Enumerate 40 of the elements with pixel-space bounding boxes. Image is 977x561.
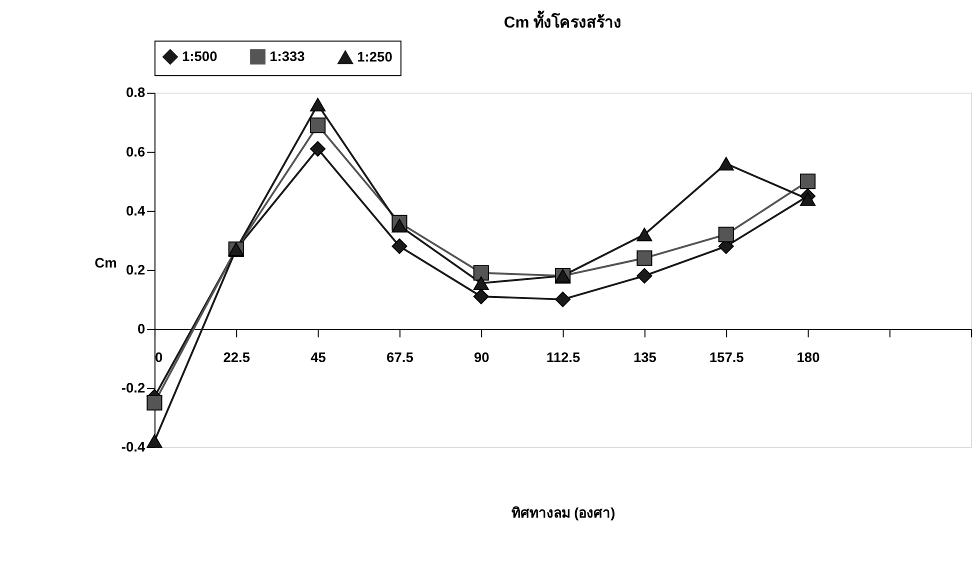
x-tick-label: 112.5: [546, 350, 580, 365]
point: [473, 288, 489, 304]
x-axis-title: ทิศทางลม (องศา): [511, 505, 616, 520]
legend-label: 1:333: [270, 48, 306, 64]
point: [718, 156, 734, 170]
y-tick-label: 0.8: [126, 85, 146, 100]
point: [473, 276, 489, 290]
x-tick-label: 157.5: [709, 350, 744, 365]
legend-label: 1:250: [357, 49, 393, 64]
point: [146, 394, 162, 411]
point: [473, 265, 489, 281]
x-tick-label: 90: [474, 350, 490, 365]
x-tick-label: 135: [633, 350, 657, 365]
point: [554, 292, 571, 308]
x-tick-label: 67.5: [386, 350, 414, 365]
x-tick-label: 45: [310, 350, 326, 365]
point: [636, 268, 652, 284]
x-tick-label: 180: [796, 350, 820, 365]
y-tick-label: 0.6: [126, 144, 146, 160]
point: [392, 218, 408, 232]
y-axis-title: Cm: [94, 255, 117, 270]
y-tick-label: -0.2: [121, 380, 146, 396]
point: [310, 98, 326, 112]
legend-label: 1:500: [182, 48, 218, 64]
chart-title: Cm ทั้งโครงสร้าง: [504, 10, 622, 32]
y-tick-label: -0.4: [121, 439, 146, 454]
point: [800, 174, 816, 190]
x-tick-label: 0: [154, 350, 163, 365]
point: [310, 117, 326, 134]
point: [392, 238, 408, 254]
point: [800, 192, 816, 206]
point: [146, 434, 162, 448]
y-tick-label: 0.4: [126, 203, 146, 218]
y-tick-label: 0.2: [126, 262, 146, 278]
point: [636, 228, 652, 242]
y-tick-label: 0: [137, 321, 146, 336]
point: [310, 141, 326, 157]
point: [636, 250, 652, 266]
x-tick-label: 22.5: [223, 350, 250, 365]
point: [718, 226, 734, 242]
